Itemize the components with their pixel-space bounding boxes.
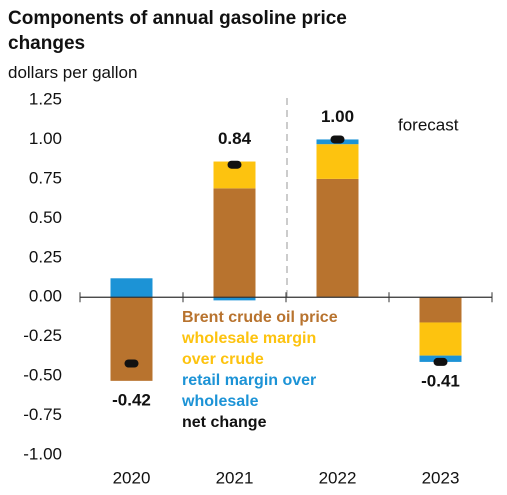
y-tick-label: 0.25 <box>29 247 62 266</box>
y-tick-label: 1.00 <box>29 129 62 148</box>
chart-title: Components of annual gasoline price chan… <box>8 8 347 54</box>
bar-segment <box>316 178 359 298</box>
chart-subtitle: dollars per gallon <box>8 63 138 82</box>
y-tick-label: -0.75 <box>23 405 62 424</box>
data-label: 1.00 <box>321 107 354 126</box>
bar-segment <box>213 297 256 301</box>
x-tick-label: 2022 <box>319 468 357 487</box>
y-tick-label: 0.75 <box>29 168 62 187</box>
y-tick-label: 0.50 <box>29 208 62 227</box>
x-tick-label: 2023 <box>422 468 460 487</box>
x-tick-label: 2021 <box>216 468 254 487</box>
annotation: forecast <box>398 115 459 134</box>
y-tick-label: 0.00 <box>29 287 62 306</box>
bar-segment <box>110 278 153 298</box>
net-marker <box>227 160 242 169</box>
net-marker <box>124 359 139 368</box>
y-tick-label: -1.00 <box>23 444 62 463</box>
bar-segment <box>419 297 462 323</box>
net-marker <box>330 135 345 144</box>
x-tick-label: 2020 <box>113 468 151 487</box>
data-label: -0.41 <box>421 371 460 390</box>
legend-entry: Brent crude oil price <box>182 309 338 326</box>
bar-segment <box>213 188 256 298</box>
legend-entry: retail margin over wholesale <box>182 372 317 410</box>
net-marker <box>433 357 448 366</box>
data-label: -0.42 <box>112 390 151 409</box>
y-tick-label: 1.25 <box>29 89 62 108</box>
bar-segment <box>316 144 359 179</box>
bar-segment <box>419 322 462 356</box>
y-tick-label: -0.25 <box>23 326 62 345</box>
data-label: 0.84 <box>218 129 252 148</box>
legend-entry: wholesale margin over crude <box>182 330 317 368</box>
y-tick-label: -0.50 <box>23 366 62 385</box>
bar-segment <box>110 297 153 381</box>
legend-entry: net change <box>182 414 267 431</box>
legend: Brent crude oil price wholesale margin ov… <box>182 307 340 433</box>
